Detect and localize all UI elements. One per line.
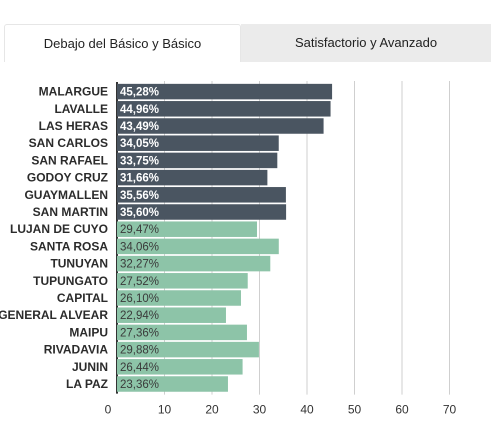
category-label: LUJAN DE CUYO [10,222,108,236]
x-tick-label: 50 [348,403,362,417]
bar-la-paz[interactable] [117,376,228,392]
bar-value-label: 27,36% [120,327,159,339]
category-label: SANTA ROSA [30,239,108,253]
bar-junin[interactable] [117,359,243,375]
bar-value-label: 44,96% [120,104,159,116]
bar-value-label: 43,49% [120,121,159,133]
x-tick-label: 60 [395,403,409,417]
category-label: LAVALLE [54,102,108,116]
category-label: GUAYMALLEN [24,188,108,202]
category-label: TUPUNGATO [33,274,108,288]
category-label: MAIPU [69,325,108,339]
x-tick-label: 10 [158,403,172,417]
category-label: RIVADAVIA [44,343,109,357]
bar-value-label: 34,06% [120,241,159,253]
category-label: SAN CARLOS [29,136,108,150]
bar-value-label: 34,05% [120,138,159,150]
bar-lujan-de-cuyo[interactable] [117,221,257,237]
tab-bar: Debajo del Básico y Básico Satisfactorio… [0,24,496,62]
bar-capital[interactable] [117,290,241,306]
category-label: GODOY CRUZ [27,171,108,185]
bar-las-heras[interactable] [117,118,324,134]
bar-value-label: 26,44% [120,362,159,374]
x-axis-ticks: 0 10 20 30 40 50 60 70 [105,403,457,417]
bar-value-label: 32,27% [120,259,159,271]
bar-general-alvear[interactable] [117,307,226,323]
bar-san-martin[interactable] [117,204,287,220]
bar-value-label: 45,28% [120,87,159,99]
bar-santa-rosa[interactable] [117,238,279,255]
bar-value-label: 35,60% [120,207,159,219]
bar-value-label: 35,56% [120,190,159,202]
category-label: MALARGUE [39,85,108,99]
tab-satisfactorio-avanzado[interactable]: Satisfactorio y Avanzado [241,24,491,62]
bar-rivadavia[interactable] [117,341,259,358]
bar-value-label: 31,66% [120,173,159,185]
bar-maipu[interactable] [117,324,247,341]
tab-debajo-basico[interactable]: Debajo del Básico y Básico [4,24,241,62]
bar-value-label: 29,47% [120,224,159,236]
bar-san-rafael[interactable] [117,152,278,169]
bar-chart: 45,28% MALARGUE 44,96% LAVALLE 43,49% LAS HER… [0,81,457,417]
labels: 45,28% MALARGUE 44,96% LAVALLE 43,49% LAS HER… [0,85,159,391]
bar-value-label: 22,94% [120,310,159,322]
bar-value-label: 29,88% [120,345,159,357]
bar-guaymallen[interactable] [117,187,286,203]
category-label: TUNUYAN [50,257,108,271]
category-label: LAS HERAS [39,119,108,133]
bar-lavalle[interactable] [117,101,331,117]
category-label: SAN RAFAEL [31,153,108,167]
x-tick-label: 30 [253,403,267,417]
bar-tupungato[interactable] [117,273,248,289]
category-label: GENERAL ALVEAR [0,308,108,322]
category-label: CAPITAL [57,291,108,305]
category-label: SAN MARTIN [33,205,108,219]
x-tick-label: 20 [205,403,219,417]
bar-value-label: 26,10% [120,293,159,305]
x-tick-label: 70 [443,403,457,417]
bar-value-label: 27,52% [120,276,159,288]
bar-tunuyan[interactable] [117,255,271,272]
bar-godoy-cruz[interactable] [117,169,268,186]
bar-malargue[interactable] [117,83,333,100]
x-tick-label: 40 [300,403,314,417]
x-tick-label: 0 [105,403,112,417]
category-label: JUNIN [72,360,108,374]
bar-value-label: 23,36% [120,379,159,391]
bar-san-carlos[interactable] [117,135,279,151]
bars [117,83,333,392]
category-label: LA PAZ [66,377,108,391]
bar-value-label: 33,75% [120,155,159,167]
